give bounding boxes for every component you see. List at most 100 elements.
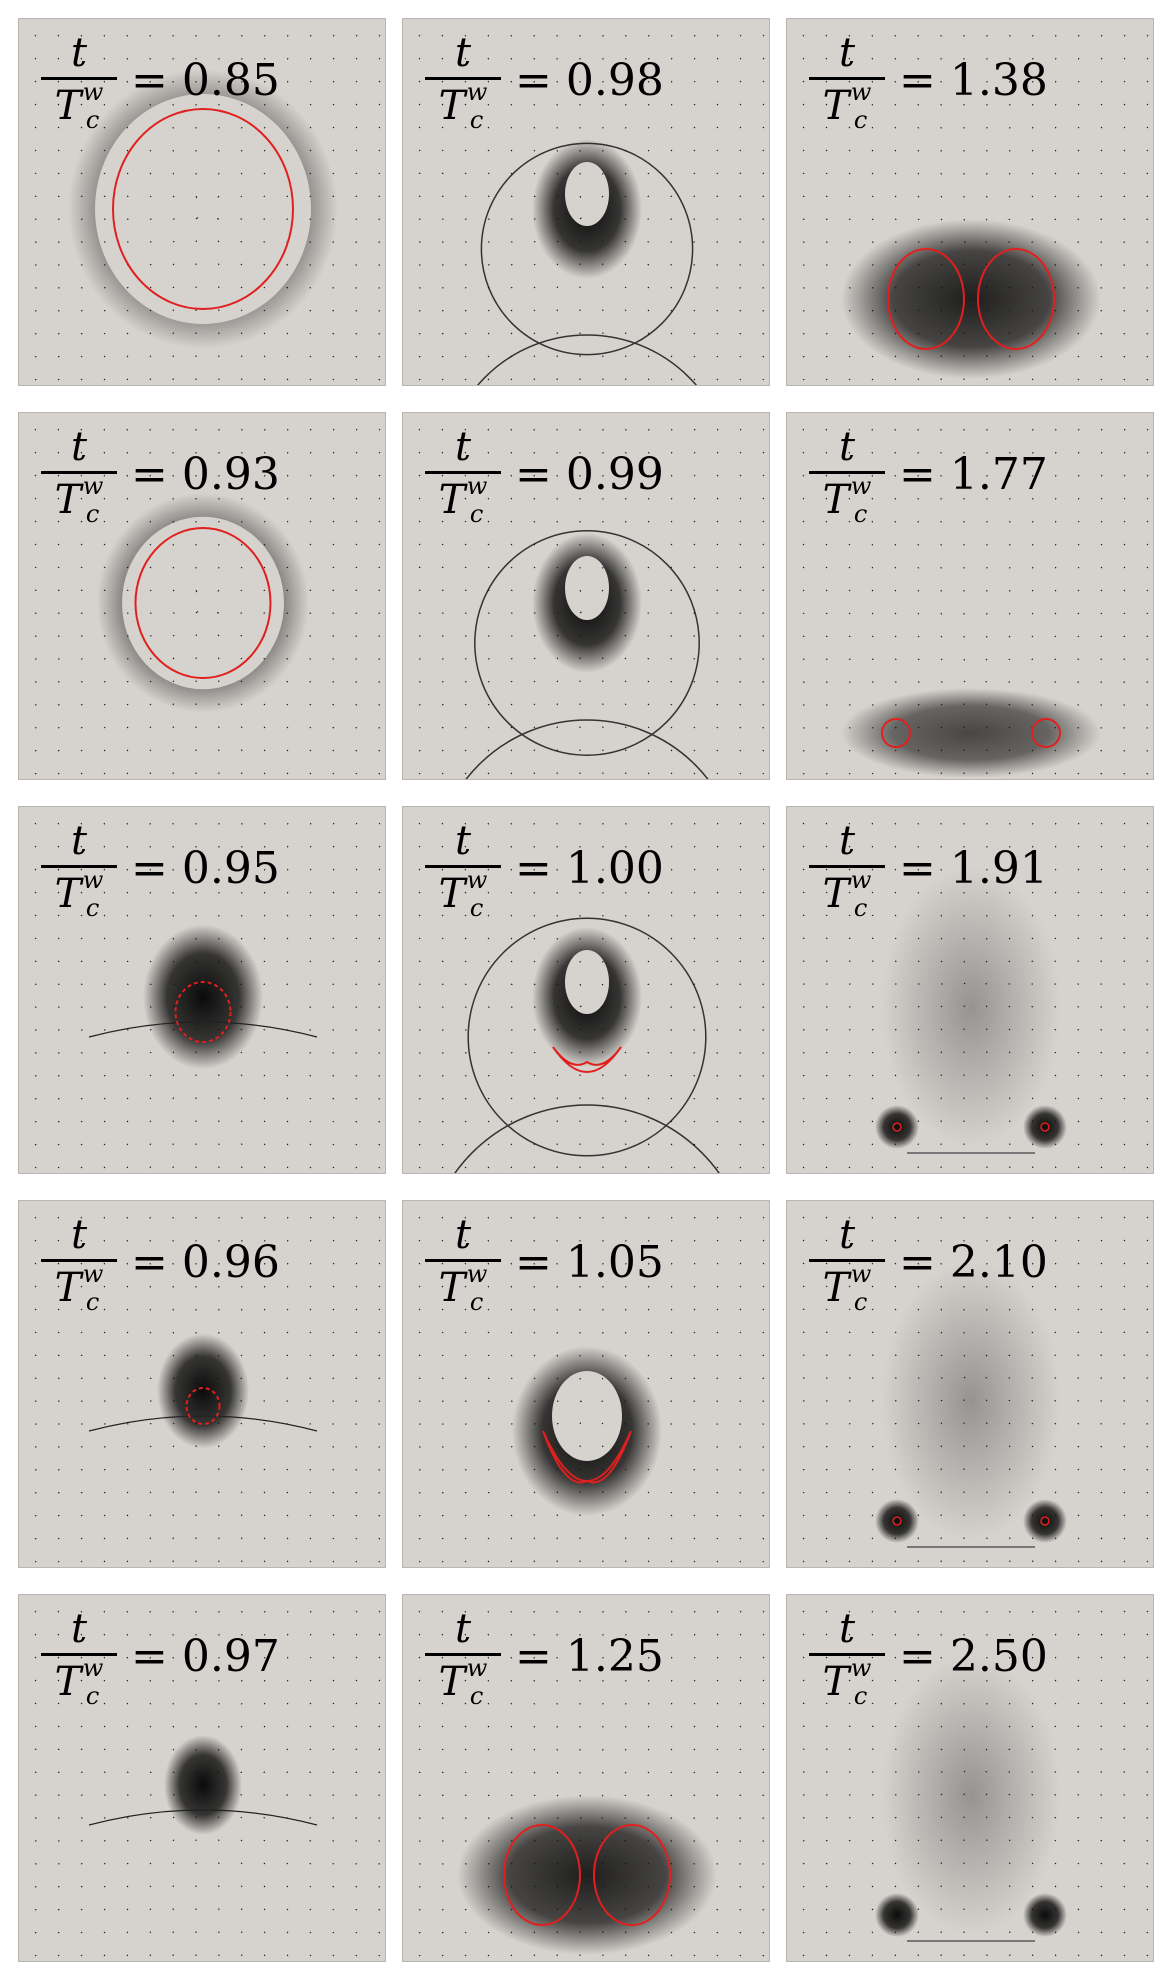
numerator: t (838, 818, 856, 864)
fraction-bar (425, 865, 501, 868)
shock-wave (467, 917, 707, 1157)
denominator-base: T (54, 477, 82, 523)
denominator-subscript: c (469, 500, 484, 528)
numerator: t (70, 424, 88, 470)
denominator-superscript: w (82, 78, 104, 106)
denominator-subscript: c (85, 1288, 100, 1316)
bubble-interface (542, 1430, 632, 1484)
time-value: = 0.99 (515, 449, 664, 500)
flow-visualization (418, 822, 765, 1173)
fraction-bar (41, 865, 117, 868)
velocity-arrows (418, 1610, 765, 1957)
numerator: t (70, 30, 88, 76)
denominator-superscript: w (466, 1654, 488, 1682)
time-value: = 1.05 (515, 1237, 664, 1288)
denominator-base: T (822, 477, 850, 523)
fraction-bar (41, 77, 117, 80)
flow-field (88, 1333, 318, 1449)
denominator-subscript: c (85, 1682, 100, 1710)
denominator-superscript: w (466, 1260, 488, 1288)
time-value: = 0.95 (131, 843, 280, 894)
fraction-bar (809, 77, 885, 80)
flow-visualization (802, 34, 1149, 381)
flow-field (512, 1346, 662, 1516)
velocity-arrows (418, 1216, 765, 1563)
flow-visualization (34, 822, 381, 1169)
denominator-base: T (438, 1659, 466, 1705)
denominator-subscript: c (85, 106, 100, 134)
fraction-bar (425, 77, 501, 80)
flow-field (875, 1261, 1067, 1548)
numerator: t (838, 1606, 856, 1652)
denominator-subscript: c (85, 500, 100, 528)
numerator: t (70, 1606, 88, 1652)
bubble-interface (185, 1387, 221, 1425)
denominator-base: T (822, 1265, 850, 1311)
denominator-superscript: w (82, 1260, 104, 1288)
bubble-interface (174, 981, 232, 1043)
denominator-base: T (54, 1265, 82, 1311)
denominator-subscript: c (85, 894, 100, 922)
flow-field (454, 917, 720, 1173)
velocity-arrows (802, 34, 1149, 381)
denominator-base: T (54, 1659, 82, 1705)
denominator-base: T (438, 477, 466, 523)
fraction-bar (809, 865, 885, 868)
time-value: = 1.38 (899, 55, 1048, 106)
right-vortex-ring (1023, 1893, 1067, 1937)
denominator-base: T (822, 871, 850, 917)
velocity-arrows (34, 1610, 381, 1957)
flow-field (841, 688, 1101, 778)
flow-visualization (34, 428, 381, 775)
velocity-arrows (802, 1216, 1149, 1563)
velocity-arrows (34, 822, 381, 1169)
flow-visualization (34, 1610, 381, 1957)
time-value: = 2.50 (899, 1631, 1048, 1682)
denominator-superscript: w (82, 1654, 104, 1682)
right-lobe (977, 248, 1055, 350)
denominator-superscript: w (850, 1260, 872, 1288)
fraction-bar (809, 1653, 885, 1656)
velocity-arrows (802, 1610, 1149, 1957)
denominator-base: T (438, 1265, 466, 1311)
denominator-base: T (438, 871, 466, 917)
denominator-subscript: c (469, 894, 484, 922)
denominator-subscript: c (853, 1288, 868, 1316)
numerator: t (454, 1212, 472, 1258)
denominator-superscript: w (466, 472, 488, 500)
velocity-arrows (34, 428, 381, 775)
numerator: t (838, 1212, 856, 1258)
left-lobe (887, 248, 965, 350)
denominator-subscript: c (853, 500, 868, 528)
